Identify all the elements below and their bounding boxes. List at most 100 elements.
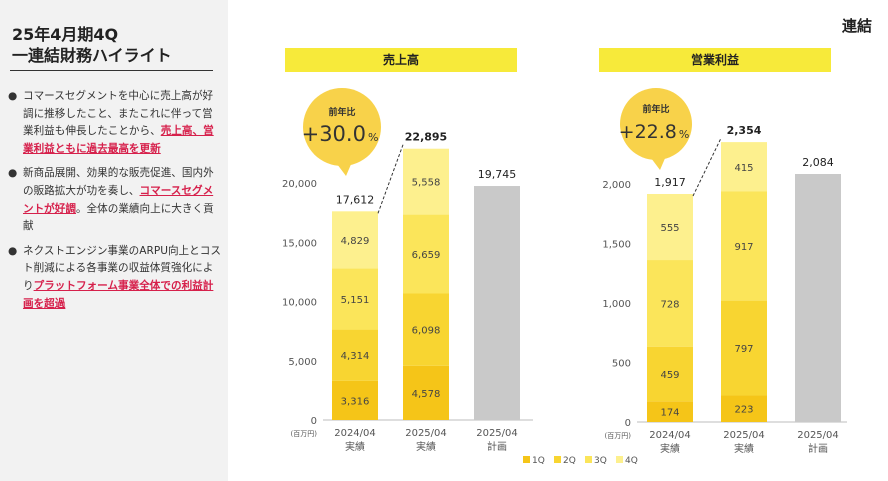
bullet-text: 。全体の業績向上に大きく貢献	[23, 202, 214, 233]
chart-title-banner	[599, 48, 831, 72]
segment-value-label: 223	[734, 405, 753, 416]
bar-total-label: 2,084	[802, 156, 834, 169]
segment-value-label: 3,316	[341, 396, 370, 407]
x-category-year: 2025/04	[723, 430, 765, 441]
highlight-bullets: ● コマースセグメントを中心に売上高が好調に推移したこと、またこれに伴って営業利益…	[8, 88, 223, 320]
bar-segment-1q	[721, 395, 767, 422]
bar-total-label: 2,354	[727, 124, 762, 137]
segment-value-label: 4,314	[341, 351, 370, 362]
page-title: 25年4月期4Q 一連結財務ハイライト	[12, 24, 212, 66]
bullet-highlight-text: コマースセグメントが好調	[23, 184, 214, 215]
chart-title: 営業利益	[691, 52, 739, 67]
y-tick-label: 10,000	[282, 298, 317, 309]
bar-segment-2q	[721, 300, 767, 396]
y-tick-label: 500	[612, 359, 631, 370]
bar-segment-2q	[332, 329, 378, 381]
y-tick-label: 15,000	[282, 238, 317, 249]
bullet-highlight-text: 売上高、営業利益ともに過去最高を更新	[23, 125, 214, 155]
segment-value-label: 797	[734, 344, 753, 355]
bar-segment-1q	[332, 380, 378, 420]
page-title-line1: 25年4月期4Q	[12, 25, 119, 44]
yoy-bubble	[303, 88, 381, 166]
segment-value-label: 4,829	[341, 236, 370, 247]
x-category-year: 2024/04	[649, 430, 691, 441]
legend-label: 3Q	[594, 456, 607, 466]
y-tick-label: 20,000	[282, 179, 317, 190]
bar-segment-1q	[647, 401, 693, 422]
segment-value-label: 459	[660, 370, 679, 381]
segment-value-label: 728	[660, 299, 679, 310]
bullet-text: 新商品展開、効果的な販売促進、国内外の販路拡大が功を奏し、	[23, 167, 214, 197]
y-tick-label: 5,000	[288, 357, 317, 368]
bullet-text: ネクストエンジン事業のARPU向上とコスト削減による各事業の収益体質強化により	[23, 244, 221, 292]
yoy-number: +30.0	[302, 122, 366, 146]
bar-segment-3q	[403, 214, 449, 294]
bar-segment-3q	[721, 191, 767, 301]
segment-value-label: 555	[660, 223, 679, 234]
title-divider	[10, 70, 213, 71]
left-panel: 25年4月期4Q 一連結財務ハイライト ● コマースセグメントを中心に売上高が好調…	[0, 0, 228, 481]
consolidated-label: 連結	[841, 17, 872, 35]
plan-bar	[474, 186, 520, 420]
segment-value-label: 5,558	[412, 178, 441, 189]
bar-total-label: 19,745	[478, 168, 517, 181]
bar-total-label: 17,612	[336, 193, 375, 206]
bullet-dot-icon: ●	[8, 244, 18, 257]
yoy-unit: %	[368, 131, 378, 144]
legend-swatch	[523, 456, 530, 463]
x-category-sub: 実績	[416, 440, 436, 453]
yoy-label: 前年比	[642, 103, 669, 115]
bullet-item: ● コマースセグメントを中心に売上高が好調に推移したこと、またこれに伴って営業利益…	[8, 88, 223, 158]
y-unit-label: (百万円)	[605, 432, 632, 440]
legend-label: 1Q	[532, 456, 545, 466]
growth-connector	[377, 144, 404, 214]
growth-connector	[692, 137, 722, 197]
segment-value-label: 415	[734, 163, 753, 174]
segment-value-label: 917	[734, 242, 753, 253]
bar-segment-4q	[721, 142, 767, 192]
bullet-item: ● ネクストエンジン事業のARPU向上とコスト削減による各事業の収益体質強化により…	[8, 243, 223, 313]
bullet-item: ● 新商品展開、効果的な販売促進、国内外の販路拡大が功を奏し、コマースセグメントが…	[8, 165, 223, 235]
bar-segment-1q	[403, 365, 449, 420]
x-category-sub: 実績	[345, 440, 365, 453]
segment-value-label: 6,659	[412, 250, 441, 261]
x-category-sub: 計画	[808, 442, 828, 455]
x-category-sub: 実績	[660, 442, 680, 455]
y-unit-label: (百万円)	[291, 430, 318, 438]
bullet-highlight-text: プラットフォーム事業全体での利益計画を超過	[23, 279, 214, 310]
bullet-dot-icon: ●	[8, 167, 18, 180]
yoy-bubble	[620, 88, 692, 160]
x-category-year: 2024/04	[334, 428, 376, 439]
segment-value-label: 6,098	[412, 326, 441, 337]
legend-label: 2Q	[563, 456, 576, 466]
plan-bar	[795, 174, 841, 422]
chart-title: 売上高	[383, 52, 419, 67]
bar-segment-2q	[647, 346, 693, 402]
yoy-value: +30.0%	[302, 122, 379, 146]
bar-total-label: 22,895	[405, 131, 447, 144]
segment-value-label: 174	[660, 408, 679, 419]
legend-label: 4Q	[625, 456, 638, 466]
bar-segment-3q	[332, 268, 378, 330]
yoy-label: 前年比	[328, 106, 355, 118]
y-tick-label: 0	[311, 416, 317, 427]
x-category-sub: 実績	[734, 442, 754, 455]
bar-total-label: 1,917	[654, 176, 686, 189]
bullet-text: コマースセグメントを中心に売上高が好調に推移したこと、またこれに伴って営業利益も…	[23, 90, 214, 138]
yoy-unit: %	[679, 128, 689, 141]
bullet-dot-icon: ●	[8, 90, 18, 102]
bar-segment-2q	[403, 293, 449, 366]
yoy-number: +22.8	[619, 121, 677, 143]
bar-segment-4q	[332, 211, 378, 269]
legend-swatch	[616, 456, 623, 463]
bar-segment-3q	[647, 260, 693, 347]
y-tick-label: 1,000	[602, 299, 631, 310]
legend-swatch	[585, 456, 592, 463]
legend-swatch	[554, 456, 561, 463]
segment-value-label: 5,151	[341, 295, 370, 306]
bar-segment-4q	[647, 193, 693, 261]
page-title-line2: 一連結財務ハイライト	[12, 46, 172, 65]
y-tick-label: 2,000	[602, 180, 631, 191]
x-category-year: 2025/04	[797, 430, 839, 441]
